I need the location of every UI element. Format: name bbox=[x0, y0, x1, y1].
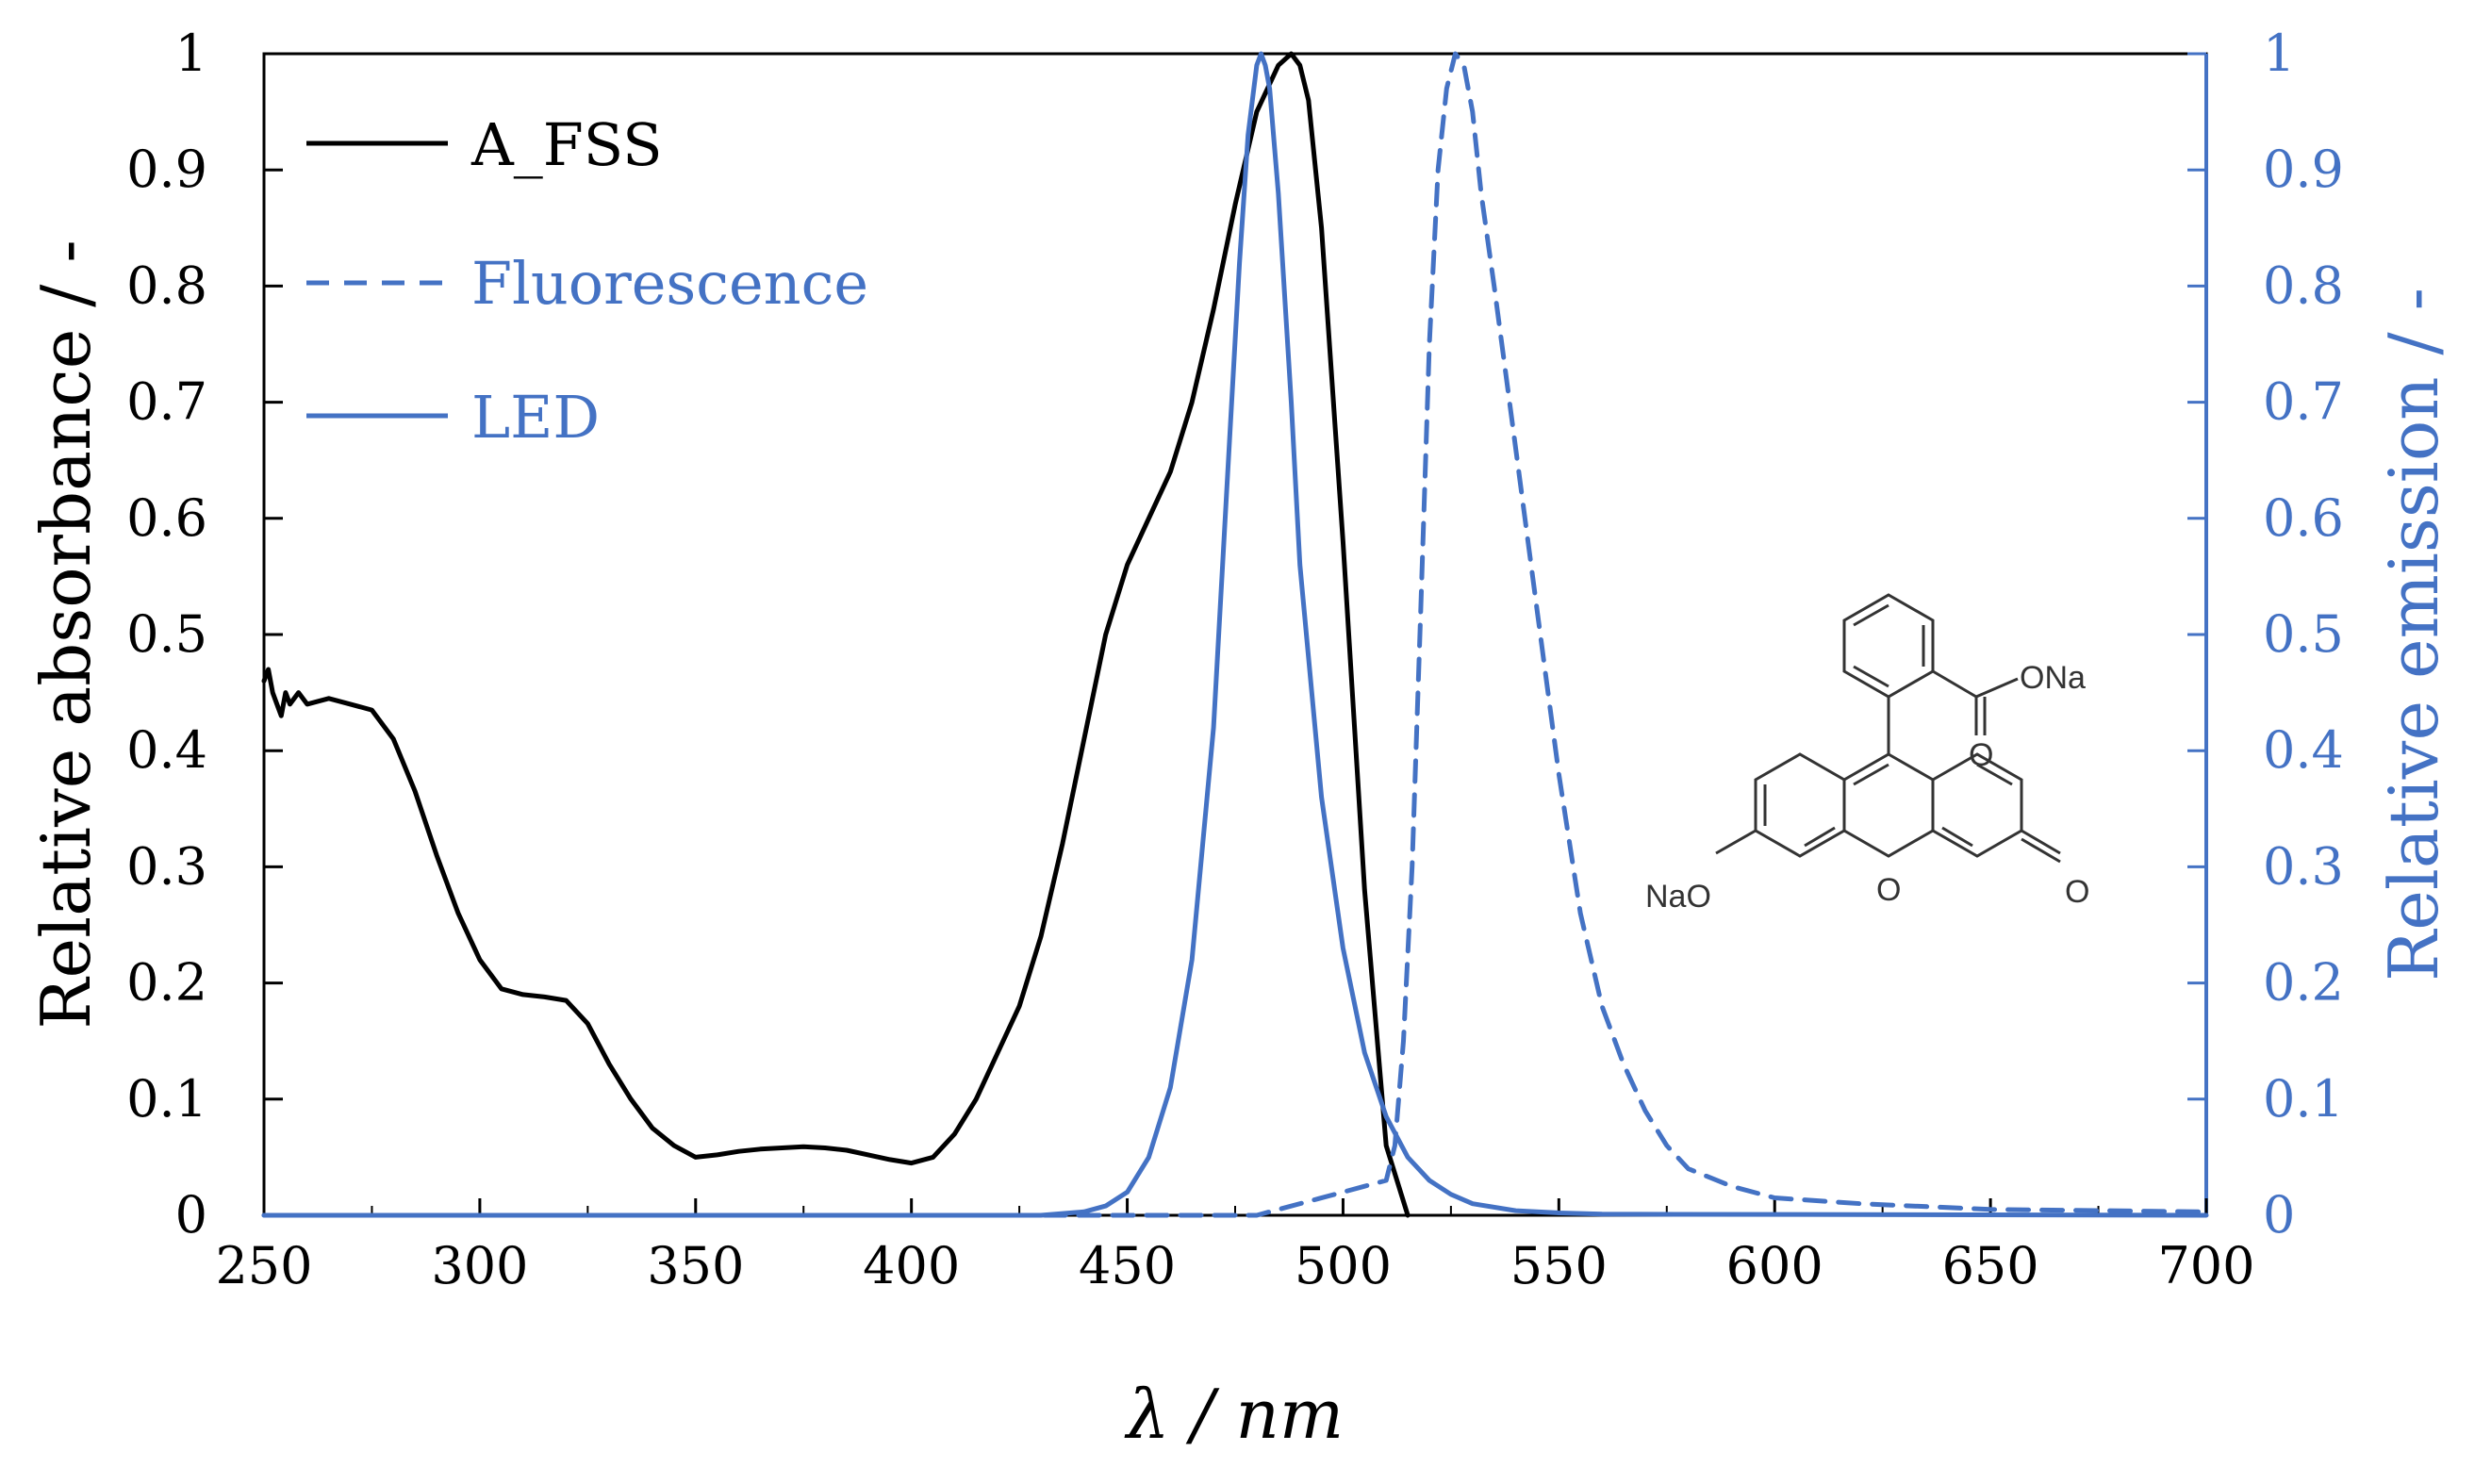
legend-label-a-fss: A_FSS bbox=[470, 110, 663, 179]
structure-label-ring-o: O bbox=[1876, 872, 1901, 908]
legend-label-fluorescence: Fluorescence bbox=[471, 249, 868, 318]
y-tick-label-right: 1 bbox=[2263, 24, 2295, 83]
series-line-led bbox=[261, 51, 2209, 1218]
x-tick-label: 350 bbox=[647, 1236, 744, 1295]
y-tick-label-left: 0.1 bbox=[126, 1069, 207, 1129]
y-axis-title-left: Relative absorbance / - bbox=[26, 239, 106, 1029]
y-tick-label-right: 0.1 bbox=[2263, 1069, 2344, 1129]
x-tick-label: 250 bbox=[215, 1236, 312, 1295]
structure-label-keto-o: O bbox=[2065, 874, 2089, 910]
x-tick-label: 500 bbox=[1295, 1236, 1392, 1295]
y-tick-label-left: 0.9 bbox=[126, 140, 207, 199]
series-line-a-fss bbox=[261, 51, 1411, 1218]
x-tick-label: 650 bbox=[1942, 1236, 2039, 1295]
y-tick-label-right: 0.5 bbox=[2263, 604, 2344, 664]
plot-frame bbox=[262, 52, 2208, 1217]
legend: A_FSS Fluorescence LED bbox=[306, 110, 868, 452]
series-line-fluorescence bbox=[261, 51, 2209, 1218]
y-tick-label-left: 1 bbox=[175, 24, 207, 83]
x-tick-label: 550 bbox=[1510, 1236, 1608, 1295]
y-tick-label-left: 0.2 bbox=[126, 953, 207, 1013]
y-tick-label-left: 0 bbox=[175, 1185, 207, 1245]
structure-label-ona: ONa bbox=[2020, 660, 2086, 696]
structure-label-nao: NaO bbox=[1645, 879, 1711, 915]
y-tick-label-left: 0.7 bbox=[126, 372, 207, 432]
legend-label-led: LED bbox=[471, 383, 600, 452]
fluorescein-sodium-structure bbox=[1715, 593, 2061, 864]
tick-labels: 250 300 350 400 450 500 550 600 650 70000.10.20.3… bbox=[126, 24, 2344, 1295]
y-tick-label-right: 0.7 bbox=[2263, 372, 2344, 432]
y-tick-label-right: 0.2 bbox=[2263, 953, 2344, 1013]
series-layer bbox=[261, 51, 2209, 1218]
y-tick-label-right: 0.8 bbox=[2263, 256, 2344, 315]
y-tick-label-left: 0.8 bbox=[126, 256, 207, 315]
y-tick-label-left: 0.5 bbox=[126, 604, 207, 664]
y-tick-label-right: 0.6 bbox=[2263, 488, 2344, 548]
y-axis-title-right: Relative emission / - bbox=[2374, 288, 2453, 981]
x-tick-label: 600 bbox=[1726, 1236, 1823, 1295]
y-tick-label-left: 0.3 bbox=[126, 836, 207, 896]
y-tick-label-right: 0.4 bbox=[2263, 720, 2344, 780]
ticks bbox=[262, 52, 2208, 1217]
x-axis-title: λ / nm bbox=[1124, 1375, 1344, 1454]
y-tick-label-right: 0.3 bbox=[2263, 836, 2344, 896]
x-tick-label: 400 bbox=[863, 1236, 960, 1295]
y-tick-label-left: 0.6 bbox=[126, 488, 207, 548]
x-tick-label: 450 bbox=[1079, 1236, 1176, 1295]
x-tick-label: 700 bbox=[2157, 1236, 2254, 1295]
structure-label-carbonyl-o: O bbox=[1969, 737, 1993, 773]
y-tick-label-right: 0.9 bbox=[2263, 140, 2344, 199]
y-tick-label-right: 0 bbox=[2263, 1185, 2295, 1245]
x-tick-label: 300 bbox=[431, 1236, 528, 1295]
structure-labels: ONa O NaO O O bbox=[1645, 660, 2089, 915]
y-tick-label-left: 0.4 bbox=[126, 720, 207, 780]
